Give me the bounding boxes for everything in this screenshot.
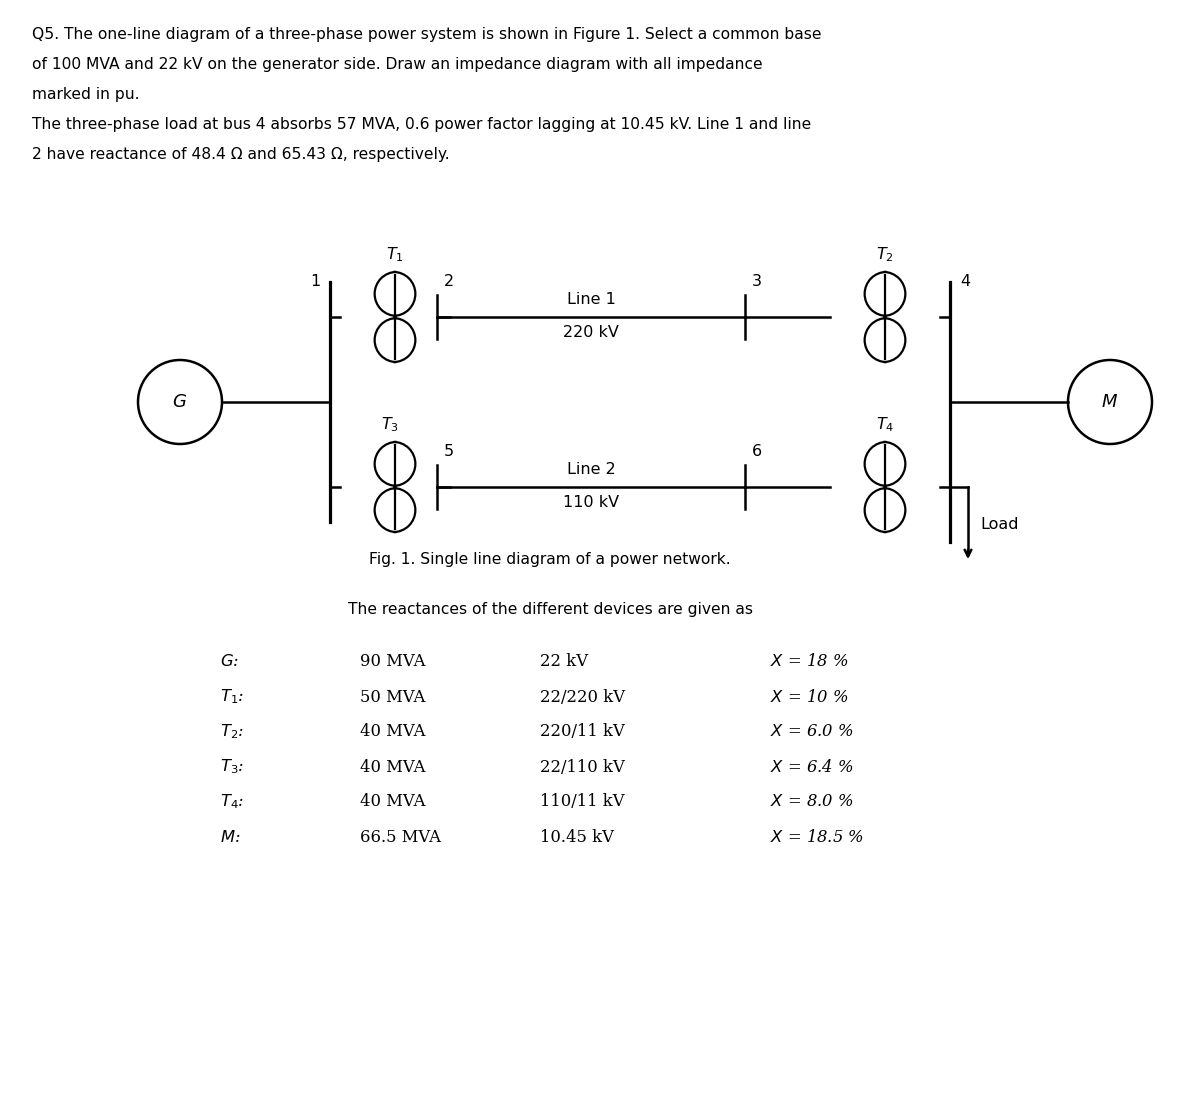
Text: Load: Load	[980, 517, 1019, 532]
Text: Fig. 1. Single line diagram of a power network.: Fig. 1. Single line diagram of a power n…	[370, 552, 731, 567]
Text: 40 MVA: 40 MVA	[360, 794, 426, 810]
Text: 3: 3	[752, 275, 762, 289]
Text: $T_2$: $T_2$	[876, 246, 894, 265]
Text: 5: 5	[444, 444, 454, 459]
Text: 22/220 kV: 22/220 kV	[540, 689, 625, 705]
Text: marked in pu.: marked in pu.	[32, 87, 139, 102]
Text: of 100 MVA and 22 kV on the generator side. Draw an impedance diagram with all i: of 100 MVA and 22 kV on the generator si…	[32, 56, 763, 72]
Text: $X$ = 18 %: $X$ = 18 %	[770, 653, 848, 671]
Text: $M$: $M$	[1102, 393, 1118, 411]
Text: Line 1: Line 1	[566, 292, 616, 307]
Text: $X$ = 6.4 %: $X$ = 6.4 %	[770, 758, 853, 776]
Text: $T_3$: $T_3$	[382, 415, 398, 434]
Text: 6: 6	[752, 444, 762, 459]
Text: 66.5 MVA: 66.5 MVA	[360, 828, 442, 846]
Text: 22 kV: 22 kV	[540, 653, 588, 671]
Text: Q5. The one-line diagram of a three-phase power system is shown in Figure 1. Sel: Q5. The one-line diagram of a three-phas…	[32, 27, 822, 42]
Text: 4: 4	[960, 275, 970, 289]
Text: 50 MVA: 50 MVA	[360, 689, 425, 705]
Text: 40 MVA: 40 MVA	[360, 724, 426, 741]
Text: The reactances of the different devices are given as: The reactances of the different devices …	[348, 602, 752, 617]
Text: 1: 1	[310, 275, 320, 289]
Text: 40 MVA: 40 MVA	[360, 758, 426, 776]
Text: 110/11 kV: 110/11 kV	[540, 794, 625, 810]
Text: $T_3$:: $T_3$:	[220, 757, 244, 776]
Text: $M$:: $M$:	[220, 828, 240, 846]
Text: $X$ = 6.0 %: $X$ = 6.0 %	[770, 724, 853, 741]
Text: 90 MVA: 90 MVA	[360, 653, 426, 671]
Text: $T_1$:: $T_1$:	[220, 687, 244, 706]
Text: The three-phase load at bus 4 absorbs 57 MVA, 0.6 power factor lagging at 10.45 : The three-phase load at bus 4 absorbs 57…	[32, 117, 811, 132]
Text: $X$ = 18.5 %: $X$ = 18.5 %	[770, 828, 864, 846]
Text: $X$ = 8.0 %: $X$ = 8.0 %	[770, 794, 853, 810]
Text: $T_1$: $T_1$	[386, 246, 404, 265]
Text: 10.45 kV: 10.45 kV	[540, 828, 614, 846]
Text: 220/11 kV: 220/11 kV	[540, 724, 625, 741]
Text: 2: 2	[444, 275, 454, 289]
Text: Line 2: Line 2	[566, 462, 616, 477]
Text: $T_2$:: $T_2$:	[220, 723, 244, 742]
Text: $T_4$: $T_4$	[876, 415, 894, 434]
Text: $X$ = 10 %: $X$ = 10 %	[770, 689, 848, 705]
Text: $G$:: $G$:	[220, 653, 239, 671]
Text: 22/110 kV: 22/110 kV	[540, 758, 625, 776]
Text: 2 have reactance of 48.4 Ω and 65.43 Ω, respectively.: 2 have reactance of 48.4 Ω and 65.43 Ω, …	[32, 147, 450, 162]
Text: 220 kV: 220 kV	[563, 325, 619, 340]
Text: $G$: $G$	[173, 393, 187, 411]
Text: $T_4$:: $T_4$:	[220, 793, 244, 811]
Text: 110 kV: 110 kV	[563, 495, 619, 510]
